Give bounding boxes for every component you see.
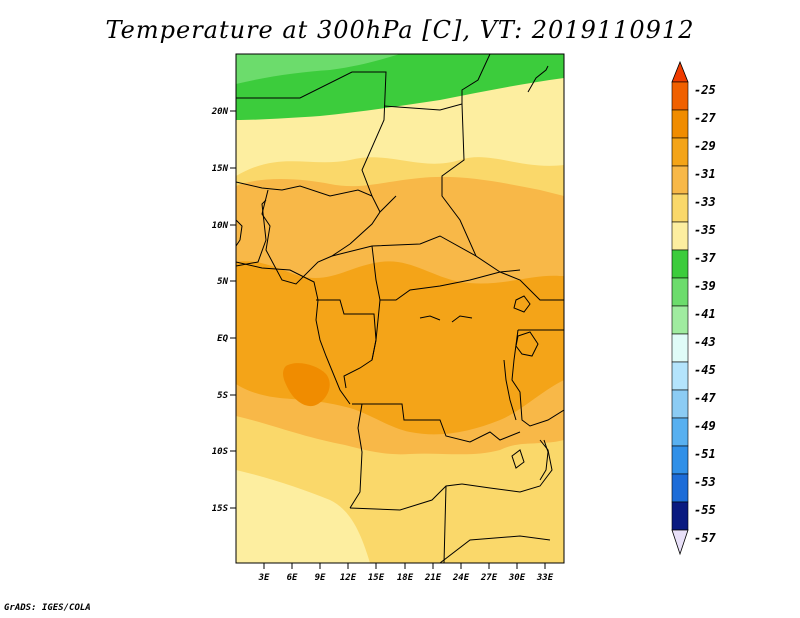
colorbar-label: -33 [694, 195, 716, 209]
y-tick-label: 5S [217, 391, 228, 401]
colorbar-label: -27 [694, 111, 716, 125]
colorbar-bottom-triangle [671, 529, 689, 556]
x-tick-label: 24E [452, 573, 470, 583]
colorbar-segment [671, 501, 689, 531]
y-tick-label: 15S [212, 504, 229, 514]
colorbar-segment [671, 305, 689, 335]
y-tick-label: 10N [212, 221, 229, 231]
x-tick-label: 21E [424, 573, 442, 583]
colorbar-label: -53 [694, 475, 716, 489]
colorbar-segment [671, 81, 689, 111]
colorbar-segment [671, 445, 689, 475]
y-tick-label: 15N [212, 164, 229, 174]
grads-credit: GrADS: IGES/COLA [4, 603, 91, 613]
colorbar-label: -43 [694, 335, 716, 349]
band-33-35-south [236, 470, 370, 563]
colorbar-segment [671, 109, 689, 139]
temperature-field [236, 54, 564, 563]
x-tick-label: 9E [315, 573, 326, 583]
colorbar-top-triangle [671, 60, 689, 83]
y-tick-label: 5N [217, 277, 228, 287]
map-frame [235, 53, 565, 564]
colorbar-label: -47 [694, 391, 716, 405]
colorbar-label: -55 [694, 503, 716, 517]
colorbar-label: -31 [694, 167, 716, 181]
colorbar-segment [671, 193, 689, 223]
x-tick-label: 15E [368, 573, 385, 583]
x-tick-label: 18E [397, 573, 414, 583]
x-axis: 3E 6E 9E 12E 15E 18E 21E 24E 27E 30E 33E [258, 563, 554, 583]
colorbar-segment [671, 277, 689, 307]
country-borders [236, 54, 564, 563]
colorbar-segment [671, 249, 689, 279]
colorbar-label: -37 [694, 251, 716, 265]
x-tick-label: 6E [287, 573, 298, 583]
colorbar-segment [671, 473, 689, 503]
colorbar-segment [671, 165, 689, 195]
x-tick-label: 33E [536, 573, 554, 583]
colorbar-label: -57 [694, 531, 716, 545]
colorbar-label: -45 [694, 363, 716, 377]
y-tick-label: 20N [211, 107, 229, 117]
x-tick-label: 12E [340, 573, 357, 583]
colorbar-segment [671, 389, 689, 419]
colorbar-segment [671, 361, 689, 391]
colorbar: -25 -27 -29 -31 -33 -35 -37 -39 -41 -43 … [671, 60, 716, 556]
y-tick-label: EQ [217, 334, 228, 344]
band-29-31-patch [422, 241, 482, 273]
colorbar-label: -41 [694, 307, 716, 321]
colorbar-segment [671, 333, 689, 363]
colorbar-segment [671, 417, 689, 447]
y-axis: 20N 15N 10N 5N EQ 5S 10S 15S [211, 107, 236, 514]
colorbar-segment [671, 137, 689, 167]
x-tick-label: 3E [258, 573, 270, 583]
lakes [419, 65, 549, 481]
colorbar-segment [671, 221, 689, 251]
x-tick-label: 27E [480, 573, 498, 583]
band-25-27 [283, 363, 330, 407]
colorbar-label: -25 [694, 83, 716, 97]
colorbar-label: -29 [694, 139, 716, 153]
colorbar-label: -39 [694, 279, 716, 293]
y-tick-label: 10S [212, 447, 229, 457]
colorbar-label: -51 [694, 447, 716, 461]
x-tick-label: 30E [508, 573, 526, 583]
chart-title: Temperature at 300hPa [C], VT: 201911091… [105, 16, 695, 44]
colorbar-label: -35 [694, 223, 716, 237]
colorbar-label: -49 [694, 419, 716, 433]
